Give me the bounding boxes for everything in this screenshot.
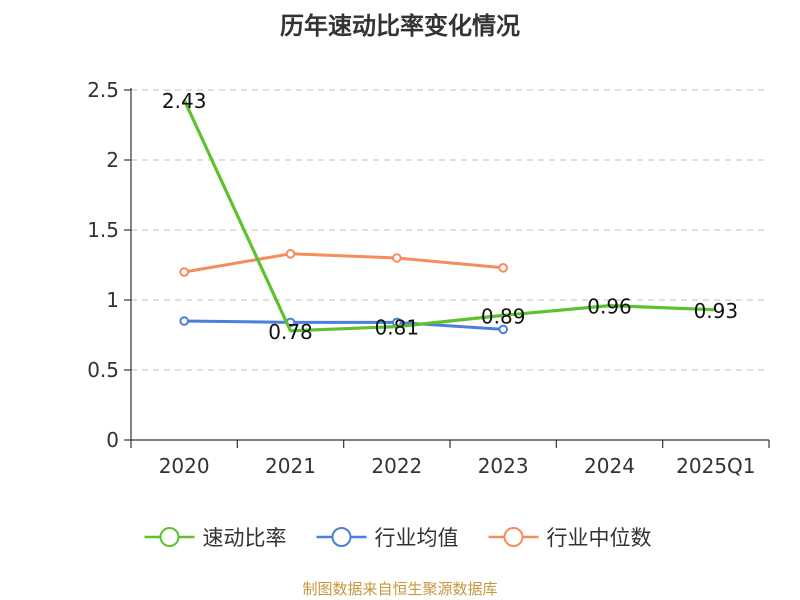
y-tick-label: 1: [106, 288, 119, 312]
data-point: [498, 263, 508, 273]
data-label: 0.78: [268, 320, 313, 344]
grid-lines: [131, 89, 769, 371]
legend-item[interactable]: 行业中位数: [488, 526, 652, 550]
legend[interactable]: 速动比率 行业均值 行业中位数: [144, 526, 652, 550]
y-tick-label: 2: [106, 148, 119, 172]
y-tick-label: 0.5: [87, 358, 119, 382]
legend-item[interactable]: 行业均值: [316, 526, 459, 550]
data-label: 2.43: [162, 89, 207, 113]
source-note: 制图数据来自恒生聚源数据库: [302, 580, 498, 598]
series-layer: [179, 99, 716, 335]
legend-label: 速动比率: [203, 526, 287, 550]
data-label: 0.93: [694, 299, 739, 323]
chart-title: 历年速动比率变化情况: [280, 12, 520, 40]
legend-marker: [503, 527, 524, 547]
legend-label: 行业中位数: [547, 526, 652, 550]
data-point: [392, 253, 402, 263]
x-tick-label: 2023: [478, 454, 529, 478]
series-line: [182, 99, 716, 333]
data-label: 0.89: [481, 304, 526, 328]
x-tick-label: 2021: [265, 454, 316, 478]
y-tick-label: 2.5: [87, 78, 119, 102]
legend-marker: [159, 527, 180, 547]
legend-item[interactable]: 速动比率: [144, 526, 287, 550]
data-labels: 2.43 0.78 0.81 0.89 0.96 0.93: [162, 89, 738, 344]
data-point: [179, 316, 189, 326]
data-label: 0.96: [587, 295, 632, 319]
series-quick-ratio: [182, 99, 716, 333]
legend-label: 行业均值: [375, 526, 459, 550]
series-line: [184, 319, 504, 331]
data-point: [285, 249, 296, 259]
x-tick-label: 2022: [371, 454, 422, 478]
legend-marker: [331, 527, 352, 547]
x-tick-label: 2020: [159, 454, 210, 478]
y-tick-label: 0: [106, 428, 119, 452]
axes: 0 0.5 1 1.5 2 2.5 2020 2021 2022 2023 2024 2025Q1: [87, 78, 770, 478]
data-point: [179, 267, 189, 277]
series-industry-mean: [179, 316, 508, 335]
x-tick-label: 2024: [584, 454, 635, 478]
series-line: [183, 252, 504, 274]
x-tick-label: 2025Q1: [676, 454, 755, 478]
data-label: 0.81: [375, 316, 420, 340]
y-tick-label: 1.5: [87, 218, 119, 242]
data-point: [498, 324, 508, 335]
series-industry-median: [179, 249, 508, 277]
